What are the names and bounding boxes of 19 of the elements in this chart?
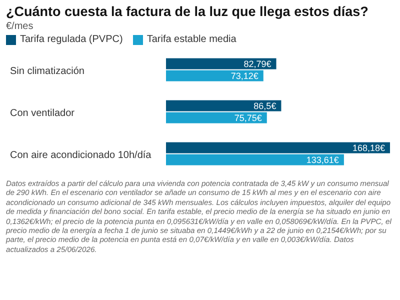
bar	[166, 100, 282, 112]
bar	[166, 142, 390, 154]
data-label: 86,5€	[254, 100, 276, 111]
y-tick-label: Sin climatización	[10, 66, 84, 77]
data-label: 75,75€	[234, 112, 262, 123]
data-label: 82,79€	[244, 58, 272, 69]
data-label: 168,18€	[352, 142, 385, 153]
y-tick-label: Con ventilador	[10, 108, 76, 119]
bar	[166, 112, 267, 124]
chart-title: ¿Cuánto cuesta la factura de la luz que llega estos días?	[6, 4, 370, 19]
data-label: 73,12€	[230, 70, 258, 81]
text: €/mes	[6, 21, 34, 32]
y-tick-label: Con aire acondicionado 10h/día	[10, 150, 152, 161]
bar	[166, 58, 276, 70]
legend-label: Tarifa estable media	[146, 34, 236, 45]
bar	[166, 154, 344, 166]
bar	[166, 70, 264, 82]
legend-label: Tarifa regulada (PVPC)	[20, 34, 123, 45]
data-label: 133,61€	[306, 154, 339, 165]
